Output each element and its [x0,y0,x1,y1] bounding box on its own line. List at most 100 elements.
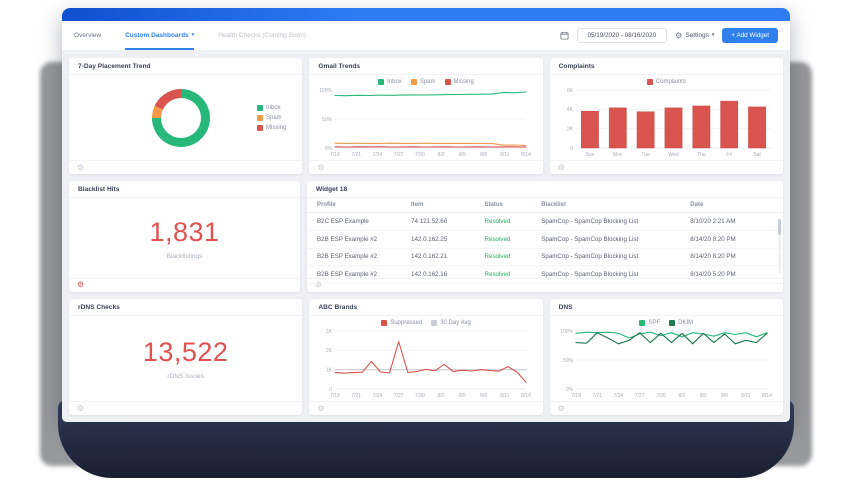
table-cell: Resolved [478,212,536,231]
table-cell: B2B ESP Example #2 [307,248,406,267]
chart-legend: Inbox Spam Missing [256,104,286,131]
svg-text:Fri: Fri [726,152,732,158]
table-scrollbar[interactable] [778,218,781,274]
widget-settings-icon[interactable]: ⚙ [557,162,565,172]
add-widget-button[interactable]: + Add Widget [722,28,778,43]
table-cell: B2B ESP Example #2 [307,230,406,249]
svg-text:7/30: 7/30 [656,393,666,399]
svg-text:Wed: Wed [668,152,678,158]
dns-chart: SPF DKIM 100% 50% 0% 7/18 7/21 7/24 7/27 7/30 8/2 8… [550,316,783,401]
table-cell: SpamCop - SpamCop Blocking List [535,230,685,249]
scrollbar-thumb[interactable] [778,219,781,236]
nav-bar: Overview Custom Dashboards ▾ Health Chec… [62,21,790,51]
svg-text:8/8: 8/8 [721,393,728,399]
widget-footer: ⚙ [69,160,303,174]
legend-swatch-icon [646,79,653,85]
tab-health-checks[interactable]: Health Checks (Coming Soon) [218,21,306,50]
table-cell: B2B ESP Example #2 [307,265,406,284]
svg-text:2K: 2K [326,348,333,354]
widget-settings-icon[interactable]: ⚙ [315,280,323,290]
svg-text:0%: 0% [565,386,573,392]
svg-text:8/5: 8/5 [700,393,707,399]
table-cell: SpamCop - SpamCop Blocking List [535,265,685,284]
table-row: B2C ESP Example 74.121.52.60 Resolved SpamC… [307,212,783,231]
svg-text:8/2: 8/2 [438,152,445,158]
widget-settings-icon[interactable]: ⚙ [77,280,85,290]
calendar-icon[interactable] [560,31,569,40]
widget-blacklist-hits: Blacklist Hits 1,831 Blacklistings ⚙ [69,181,301,292]
blacklist-count: 1,831 [149,216,220,247]
rdns-count: 13,522 [142,336,229,367]
widget-title: 7-Day Placement Trend [69,58,303,75]
table-cell: 142.0.162.25 [405,230,479,249]
svg-text:50%: 50% [322,117,333,123]
date-range-input[interactable]: 05/19/2020 - 08/16/2020 [576,28,668,43]
legend-item: Spam [256,114,286,121]
legend-item: SPF [639,319,660,326]
svg-text:7/21: 7/21 [352,393,362,399]
widget-settings-icon[interactable]: ⚙ [77,403,85,413]
table-cell: Resolved [478,248,536,267]
table-column-header: Profile [307,198,406,214]
svg-text:8/11: 8/11 [500,393,510,399]
widget-footer: ⚙ [69,277,301,292]
widget-title: Widget 18 [307,181,783,199]
widget-footer: ⚙ [69,401,303,415]
legend-item: DKIM [669,319,693,326]
widget-title: Gmail Trends [309,58,543,75]
table-cell: 8/10/20 2:21 AM [684,212,783,231]
widget-title: DNS [549,299,783,316]
svg-text:8/8: 8/8 [480,393,487,399]
svg-text:100%: 100% [320,88,333,94]
tab-overview[interactable]: Overview [74,21,101,50]
legend-swatch-icon [256,114,263,121]
table-row: B2B ESP Example #2 142.0.162.21 Resolved Sp… [307,248,783,267]
tab-custom-dashboards[interactable]: Custom Dashboards ▾ [125,21,195,50]
legend-item: Missing [256,124,286,131]
widget-footer: ⚙ [549,401,783,415]
legend-swatch-icon [381,319,388,326]
blacklist-hits-body: 1,831 Blacklistings [69,198,300,277]
svg-text:7/24: 7/24 [373,152,383,158]
abc-brands-chart: Suppressed 30 Day Avg 3K 2K 1K 0 7/18 7/21 7/24 7… [309,316,542,401]
chart-legend: SPF DKIM [556,318,777,327]
widget-dns: DNS SPF DKIM 100% 50% 0% 7/18 7/21 7/24 7/27 7/30… [549,298,783,416]
widget-settings-icon[interactable]: ⚙ [77,162,85,172]
svg-text:7/30: 7/30 [415,152,425,158]
gmail-trends-chart: Inbox Spam Missing 100% 50% 0% 7/18 7/21 7/24 7/2… [309,75,542,160]
widget-18-table: Widget 18 Profile Item Status Blacklist Date… [307,181,783,292]
svg-text:7/27: 7/27 [394,393,404,399]
table-column-header: Item [405,198,479,214]
table-cell: 8/14/20 8:20 PM [684,248,783,267]
chevron-down-icon: ▾ [191,32,195,38]
svg-text:Sun: Sun [585,152,594,158]
settings-menu[interactable]: ⚙ Settings ▾ [675,31,714,40]
legend-item: Suppressed [381,319,422,326]
widget-settings-icon[interactable]: ⚙ [317,162,325,172]
widget-title: ABC Brands [309,299,543,316]
svg-text:7/27: 7/27 [634,393,644,399]
svg-text:Thu: Thu [697,152,706,158]
blacklist-table: Profile Item Status Blacklist Date B2C ESP Ex… [307,198,783,284]
widget-settings-icon[interactable]: ⚙ [557,403,565,413]
chart-legend: Complaints [556,77,777,86]
legend-swatch-icon [256,104,263,111]
widget-footer: ⚙ [309,160,543,174]
widget-abc-brands: ABC Brands Suppressed 30 Day Avg 3K 2K 1K 0 7/… [309,298,543,416]
widget-settings-icon[interactable]: ⚙ [317,403,325,413]
svg-text:50%: 50% [563,357,574,363]
table-row: B2B ESP Example #2 142.0.162.25 Resolved Sp… [307,230,783,249]
legend-item: Inbox [256,104,286,111]
donut-ring [151,88,210,147]
legend-swatch-icon [669,319,676,326]
widget-rdns-checks: rDNS Checks 13,522 rDNS Issues ⚙ [69,298,303,416]
svg-text:7/21: 7/21 [352,152,362,158]
table-cell: B2C ESP Example [307,212,406,231]
svg-text:6K: 6K [567,88,574,94]
grid-row-3: rDNS Checks 13,522 rDNS Issues ⚙ ABC Bra… [69,298,783,416]
browser-top-bar [62,8,790,21]
svg-text:3K: 3K [326,328,333,334]
svg-text:Tue: Tue [641,152,650,158]
settings-label: Settings [685,32,709,39]
svg-text:0%: 0% [325,146,333,152]
